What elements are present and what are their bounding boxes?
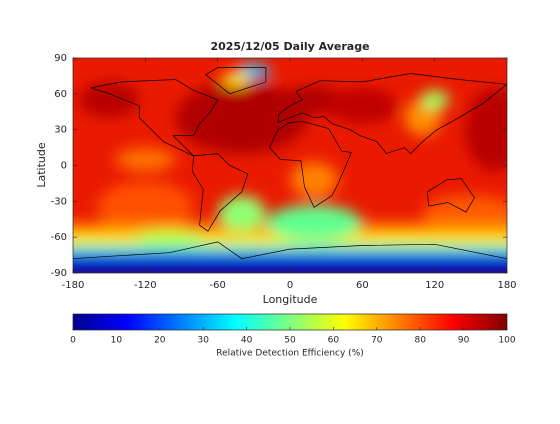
field-blob	[290, 161, 339, 198]
coastlines	[73, 67, 507, 260]
coastline	[277, 73, 507, 155]
colorbar-tick-label: 100	[498, 336, 515, 346]
x-tick-label: -180	[62, 280, 85, 291]
coastline	[269, 120, 353, 208]
field-blob	[326, 87, 399, 124]
field-blob	[175, 81, 308, 154]
field-blob	[97, 180, 194, 234]
colorbar-tick-label: 0	[70, 336, 76, 346]
field-band	[73, 244, 507, 252]
field-blob	[79, 81, 140, 118]
field-blob	[253, 68, 266, 76]
colorbar-tick-label: 40	[241, 336, 253, 346]
colorbar-tick-label: 70	[371, 336, 383, 346]
field-blob	[422, 195, 507, 232]
colorbar-label: Relative Detection Efficiency (%)	[216, 349, 364, 359]
colorbar-tick-label: 10	[111, 336, 123, 346]
x-tick-label: 60	[356, 280, 369, 291]
coastline	[73, 241, 507, 260]
field-blob	[217, 195, 266, 232]
field-blobs	[73, 63, 507, 273]
field-blob	[464, 87, 507, 172]
colorbar-tick-label: 20	[154, 336, 166, 346]
chart-title: 2025/12/05 Daily Average	[210, 40, 369, 53]
x-tick-label: -60	[209, 280, 225, 291]
colorbar-tick-label: 90	[458, 336, 470, 346]
map-field	[73, 58, 507, 273]
coastline	[427, 178, 475, 213]
colorbar-tick-label: 80	[414, 336, 426, 346]
y-tick-label: 60	[54, 89, 67, 100]
coastline	[192, 153, 249, 232]
y-tick-label: 90	[54, 53, 67, 64]
x-tick-label: 120	[425, 280, 444, 291]
y-tick-label: 30	[54, 125, 67, 136]
y-tick-label: -60	[51, 232, 67, 243]
x-axis-label: Longitude	[263, 293, 318, 306]
field-blob	[221, 72, 251, 87]
y-tick-label: -90	[51, 268, 67, 279]
coastline	[204, 67, 267, 95]
colorbar-tick-label: 50	[284, 336, 296, 346]
field-band	[73, 234, 507, 245]
field-band	[73, 259, 507, 273]
colorbar-tick-label: 30	[197, 336, 209, 346]
coastline	[90, 79, 219, 157]
field-blob	[133, 229, 206, 245]
y-axis-label: Latitude	[35, 142, 48, 188]
field-blob	[115, 147, 176, 172]
y-tick-label: -30	[51, 196, 67, 207]
field-band	[73, 251, 507, 260]
x-tick-label: -120	[134, 280, 157, 291]
colorbar-tick-label: 60	[328, 336, 340, 346]
x-tick-label: 180	[497, 280, 516, 291]
y-tick-label: 0	[61, 161, 67, 172]
field-blob	[266, 204, 363, 241]
x-tick-label: 0	[287, 280, 293, 291]
field-blob	[420, 90, 450, 110]
